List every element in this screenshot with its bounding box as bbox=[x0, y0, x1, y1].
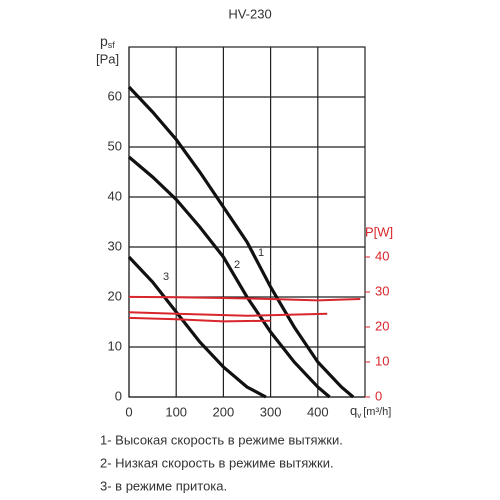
y2-tick-label: 40 bbox=[375, 248, 389, 263]
line-series bbox=[128, 295, 361, 302]
y2-tick-label: 0 bbox=[375, 388, 382, 403]
y-tick-label: 40 bbox=[108, 188, 122, 203]
curve-label: 1 bbox=[258, 247, 264, 259]
line-series bbox=[128, 311, 328, 317]
x-tick-label: 100 bbox=[165, 404, 187, 419]
y-tick-label: 20 bbox=[108, 288, 122, 303]
x-tick-label: 400 bbox=[307, 404, 329, 419]
y2-tick-label: 20 bbox=[375, 318, 389, 333]
y-axis-label: psf bbox=[100, 33, 115, 51]
y-tick-label: 0 bbox=[115, 388, 122, 403]
curve-label: 3 bbox=[163, 271, 169, 283]
y2-axis-label: P[W] bbox=[365, 224, 393, 239]
x-tick-label: 0 bbox=[125, 404, 132, 419]
plot-frame bbox=[128, 46, 366, 398]
chart-title: HV-230 bbox=[228, 6, 271, 21]
y-axis-unit: [Pa] bbox=[96, 51, 119, 66]
x-tick-label: 300 bbox=[260, 404, 282, 419]
line-series bbox=[128, 316, 271, 323]
curve-label: 2 bbox=[234, 259, 240, 271]
y-tick-label: 60 bbox=[108, 88, 122, 103]
note: 1- Высокая скорость в режиме вытяжки. bbox=[100, 432, 343, 447]
y-tick-label: 50 bbox=[108, 138, 122, 153]
line-series bbox=[127, 255, 267, 399]
x-tick-label: 200 bbox=[213, 404, 235, 419]
line-series bbox=[127, 85, 355, 399]
x-axis-label: qv [m³/h] bbox=[350, 403, 391, 420]
y2-tick-label: 30 bbox=[375, 283, 389, 298]
line-series bbox=[127, 155, 331, 399]
note: 2- Низкая скорость в режиме вытяжки. bbox=[100, 455, 334, 470]
y-tick-label: 30 bbox=[108, 238, 122, 253]
note: 3- в режиме притока. bbox=[100, 478, 227, 493]
y-tick-label: 10 bbox=[108, 338, 122, 353]
y2-tick-label: 10 bbox=[375, 353, 389, 368]
